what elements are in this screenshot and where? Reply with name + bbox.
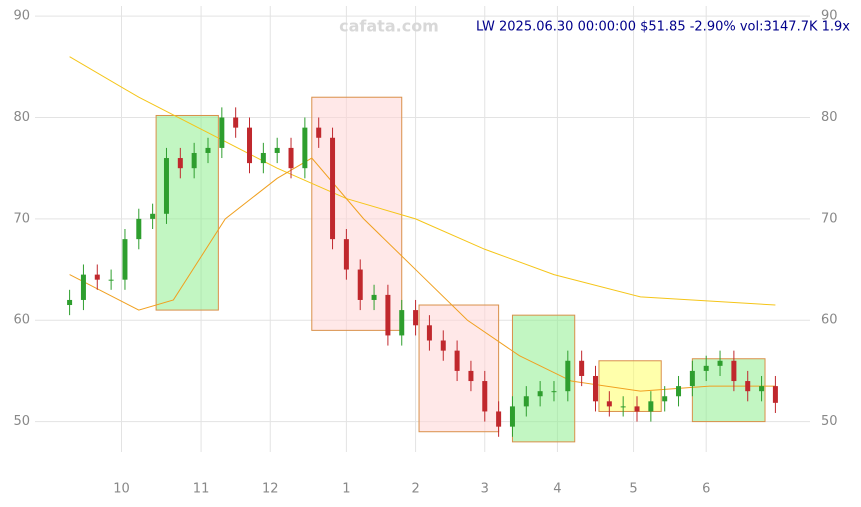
candle-body <box>343 239 349 270</box>
y-tick-label: 90 <box>13 9 30 24</box>
y-tick-label: 70 <box>13 211 30 226</box>
candle-body <box>551 391 557 393</box>
x-tick-label: 10 <box>113 482 130 497</box>
y-tick-label: 80 <box>13 110 30 125</box>
candle-body <box>413 310 419 326</box>
zone <box>311 96 403 331</box>
zone <box>511 314 576 443</box>
candle-body <box>219 117 225 148</box>
candle-body <box>136 218 142 240</box>
candle-body <box>80 274 86 300</box>
candle-body <box>316 127 322 138</box>
candle-body <box>108 279 114 281</box>
candle-body <box>606 401 612 407</box>
candle-body <box>440 340 446 351</box>
y-tick-label-right: 60 <box>821 313 838 328</box>
candle-body <box>122 239 128 280</box>
candle-body <box>163 158 169 214</box>
candle-body <box>717 360 723 366</box>
x-tick-label: 12 <box>262 482 279 497</box>
candle-body <box>177 158 183 169</box>
candle-body <box>371 294 377 300</box>
zone <box>691 358 766 423</box>
candle-body <box>759 386 765 392</box>
candle-body <box>150 213 156 219</box>
candle-body <box>592 375 598 402</box>
candle-body <box>579 360 585 376</box>
candle-body <box>634 406 640 412</box>
candle-body <box>620 406 626 408</box>
candle-body <box>233 117 239 128</box>
candle-body <box>648 401 654 412</box>
candle-body <box>537 391 543 397</box>
candle-body <box>482 381 488 412</box>
candle-body <box>274 147 280 153</box>
candle-body <box>523 396 529 407</box>
x-tick-label: 2 <box>411 482 419 497</box>
x-tick-label: 6 <box>702 482 710 497</box>
candle-body <box>205 147 211 153</box>
candle-body <box>94 274 100 280</box>
candle-body <box>565 360 571 392</box>
candle-body <box>509 406 515 427</box>
candle-body <box>357 269 363 300</box>
candle-body <box>689 370 695 387</box>
y-tick-label: 60 <box>13 313 30 328</box>
ma-line <box>69 157 776 392</box>
candle-body <box>703 365 709 371</box>
candle-body <box>745 381 751 392</box>
candle-body <box>302 127 308 169</box>
x-tick-label: 1 <box>342 482 350 497</box>
candle-body <box>676 386 682 397</box>
candle-body <box>67 299 73 306</box>
ma-line <box>69 56 776 306</box>
watermark: cafata.com <box>339 17 439 36</box>
candle-body <box>662 396 668 402</box>
candle-body <box>260 152 266 164</box>
candle-body <box>191 152 197 169</box>
y-tick-label-right: 50 <box>821 414 838 429</box>
y-tick-label-right: 70 <box>821 211 838 226</box>
candle-body <box>399 310 405 336</box>
candle-body <box>454 350 460 371</box>
candle-body <box>385 294 391 336</box>
candle-body <box>247 127 253 164</box>
candle-body <box>330 137 336 240</box>
x-tick-label: 5 <box>629 482 637 497</box>
candle-body <box>468 370 474 382</box>
y-tick-label-right: 80 <box>821 110 838 125</box>
candle-body <box>288 147 294 169</box>
x-tick-label: 11 <box>193 482 210 497</box>
candle-body <box>731 360 737 382</box>
candle-body <box>772 386 778 403</box>
chart-title: LW 2025.06.30 00:00:00 $51.85 -2.90% vol… <box>476 20 850 35</box>
candle-body <box>426 325 432 341</box>
y-tick-label-right: 90 <box>821 9 838 24</box>
x-tick-label: 3 <box>481 482 489 497</box>
y-tick-label: 50 <box>13 414 30 429</box>
candle-body <box>496 411 502 427</box>
x-tick-label: 4 <box>553 482 561 497</box>
